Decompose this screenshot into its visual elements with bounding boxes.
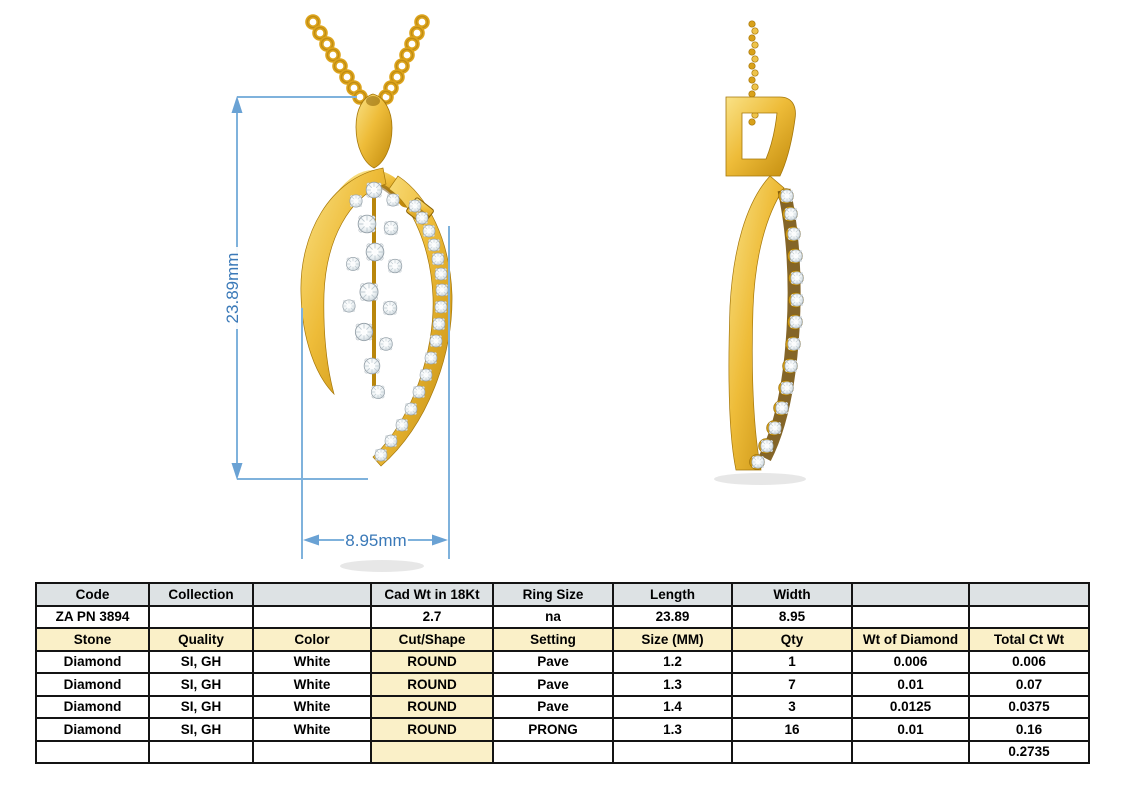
- table-cell: White: [252, 672, 372, 697]
- table-cell: [370, 739, 494, 764]
- table-cell: ROUND: [370, 694, 494, 719]
- table-cell: White: [252, 694, 372, 719]
- stone-row: Diamond SI, GH White ROUND Pave 1.3 7 0.…: [35, 672, 1090, 697]
- chain-front: [307, 16, 427, 102]
- table-cell: 0.0375: [968, 694, 1090, 719]
- left-arm: [300, 167, 387, 396]
- table-cell: ROUND: [370, 672, 494, 697]
- table-cell: Diamond: [35, 694, 150, 719]
- table-cell: 1.3: [612, 717, 733, 742]
- table-cell: 1.3: [612, 672, 733, 697]
- stone-row: Diamond SI, GH White ROUND PRONG 1.3 16 …: [35, 717, 1090, 742]
- bail-front: [355, 93, 393, 169]
- table-cell: [148, 739, 254, 764]
- table-cell: SI, GH: [148, 672, 254, 697]
- width-dimension-label: 8.95mm: [345, 531, 406, 550]
- table-cell: 1.4: [612, 694, 733, 719]
- column-header-cad-wt: Cad Wt in 18Kt: [370, 582, 494, 607]
- column-header-qty: Qty: [731, 627, 853, 652]
- table-cell: 7: [731, 672, 853, 697]
- column-header-quality: Quality: [148, 627, 254, 652]
- pendant-cad-drawing: 23.89mm 8.95mm: [219, 0, 806, 572]
- table-cell: Pave: [492, 672, 614, 697]
- table-cell: [252, 739, 372, 764]
- column-header-setting: Setting: [492, 627, 614, 652]
- column-header-collection: Collection: [148, 582, 254, 607]
- ring-size-value: na: [492, 604, 614, 629]
- spec-table: Code Collection Cad Wt in 18Kt Ring Size…: [35, 582, 1090, 764]
- pendant-front-view: [300, 16, 453, 572]
- width-value: 8.95: [731, 604, 853, 629]
- column-header-size-mm: Size (MM): [612, 627, 733, 652]
- column-header-cut-shape: Cut/Shape: [370, 627, 494, 652]
- table-cell: Pave: [492, 649, 614, 674]
- column-header-wt-of-diamond: Wt of Diamond: [851, 627, 970, 652]
- table-cell: 0.01: [851, 717, 970, 742]
- column-header-total-ct-wt: Total Ct Wt: [968, 627, 1090, 652]
- table-cell: 0.0125: [851, 694, 970, 719]
- table-cell: 16: [731, 717, 853, 742]
- column-header-blank: [252, 582, 372, 607]
- column-header-blank: [968, 582, 1090, 607]
- length-value: 23.89: [612, 604, 733, 629]
- table-cell: 0.16: [968, 717, 1090, 742]
- column-header-width: Width: [731, 582, 853, 607]
- table-cell: ROUND: [370, 717, 494, 742]
- table-cell: Diamond: [35, 672, 150, 697]
- side-shadow: [714, 473, 806, 485]
- column-header-code: Code: [35, 582, 150, 607]
- table-cell: [612, 739, 733, 764]
- column-header-length: Length: [612, 582, 733, 607]
- table-cell: Pave: [492, 694, 614, 719]
- table-cell: 1.2: [612, 649, 733, 674]
- table-cell: [851, 739, 970, 764]
- stone-row: Diamond SI, GH White ROUND Pave 1.4 3 0.…: [35, 694, 1090, 719]
- bail-side: [725, 96, 796, 177]
- table-cell: 0.006: [851, 649, 970, 674]
- table-cell: [731, 739, 853, 764]
- column-header-blank: [851, 582, 970, 607]
- table-cell: [968, 604, 1090, 629]
- collection-value: [148, 604, 254, 629]
- height-dimension-label: 23.89mm: [223, 253, 242, 324]
- table-cell: SI, GH: [148, 694, 254, 719]
- height-dimension: 23.89mm: [219, 96, 368, 480]
- stone-row: Diamond SI, GH White ROUND Pave 1.2 1 0.…: [35, 649, 1090, 674]
- body-side: [728, 175, 785, 471]
- stone-header-row: Stone Quality Color Cut/Shape Setting Si…: [35, 627, 1090, 652]
- front-shadow: [340, 560, 424, 572]
- column-header-color: Color: [252, 627, 372, 652]
- pendant-side-view: [714, 20, 806, 485]
- table-cell: SI, GH: [148, 717, 254, 742]
- cad-wt-value: 2.7: [370, 604, 494, 629]
- table-cell: [851, 604, 970, 629]
- width-dimension: 8.95mm: [301, 226, 450, 559]
- info-header-row: Code Collection Cad Wt in 18Kt Ring Size…: [35, 582, 1090, 607]
- side-pave-row: [749, 188, 804, 470]
- table-cell: 0.07: [968, 672, 1090, 697]
- table-cell: ROUND: [370, 649, 494, 674]
- table-cell: [252, 604, 372, 629]
- table-cell: Diamond: [35, 649, 150, 674]
- table-cell: SI, GH: [148, 649, 254, 674]
- table-cell: White: [252, 649, 372, 674]
- info-values-row: ZA PN 3894 2.7 na 23.89 8.95: [35, 604, 1090, 629]
- table-cell: [492, 739, 614, 764]
- total-row: 0.2735: [35, 739, 1090, 764]
- total-ct-wt-value: 0.2735: [968, 739, 1090, 764]
- table-cell: 3: [731, 694, 853, 719]
- table-cell: 1: [731, 649, 853, 674]
- table-cell: PRONG: [492, 717, 614, 742]
- code-value: ZA PN 3894: [35, 604, 150, 629]
- column-header-ring-size: Ring Size: [492, 582, 614, 607]
- table-cell: 0.006: [968, 649, 1090, 674]
- column-header-stone: Stone: [35, 627, 150, 652]
- table-cell: 0.01: [851, 672, 970, 697]
- table-cell: Diamond: [35, 717, 150, 742]
- table-cell: White: [252, 717, 372, 742]
- table-cell: [35, 739, 150, 764]
